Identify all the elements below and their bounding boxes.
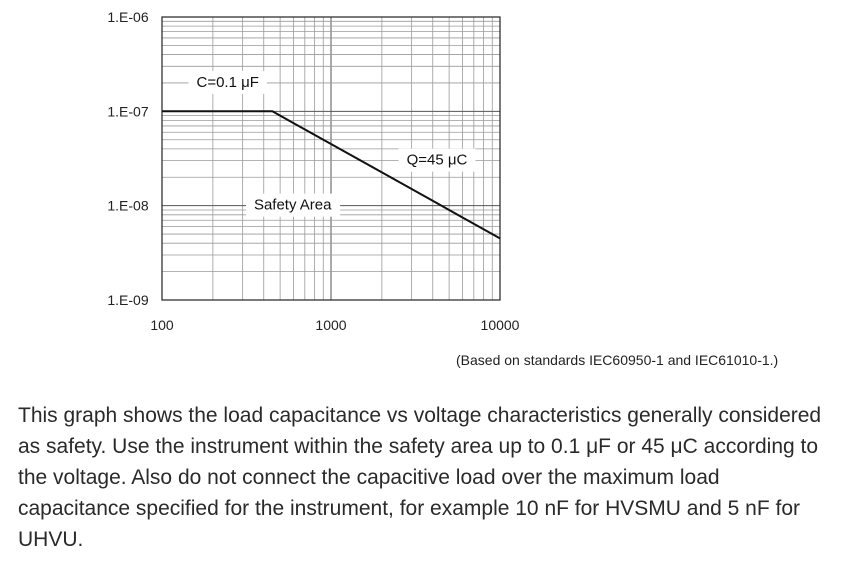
y-tick-label: 1.E-07 bbox=[107, 103, 148, 119]
x-tick-label: 100 bbox=[150, 317, 174, 333]
annotations: C=0.1 μF Q=45 μC Safety Area bbox=[188, 70, 476, 217]
x-tick-labels: 100 1000 10000 bbox=[150, 317, 519, 333]
safety-limit-line bbox=[162, 110, 501, 240]
annotation-label: Safety Area bbox=[254, 197, 332, 214]
plot-frame bbox=[161, 16, 501, 301]
x-tick-label: 10000 bbox=[481, 317, 520, 333]
x-tick-label: 1000 bbox=[315, 317, 346, 333]
y-tick-label: 1.E-09 bbox=[107, 292, 148, 308]
annotation-label: C=0.1 μF bbox=[196, 74, 258, 91]
caption-paragraph: This graph shows the load capacitance vs… bbox=[18, 404, 822, 551]
y-tick-label: 1.E-08 bbox=[107, 198, 148, 214]
annotation-group: Safety Area bbox=[245, 193, 341, 217]
annotation-label: Q=45 μC bbox=[407, 152, 468, 169]
y-tick-labels: 1.E-06 1.E-07 1.E-08 1.E-09 bbox=[107, 9, 148, 308]
standards-note: (Based on standards IEC60950-1 and IEC61… bbox=[456, 352, 779, 368]
series-layer bbox=[162, 110, 501, 240]
annotation-background bbox=[398, 148, 476, 172]
annotation-group: Q=45 μC bbox=[398, 148, 476, 172]
annotation-background bbox=[245, 193, 341, 217]
annotation-group: C=0.1 μF bbox=[188, 70, 267, 94]
annotation-background bbox=[188, 70, 267, 94]
y-tick-label: 1.E-06 bbox=[107, 9, 148, 25]
